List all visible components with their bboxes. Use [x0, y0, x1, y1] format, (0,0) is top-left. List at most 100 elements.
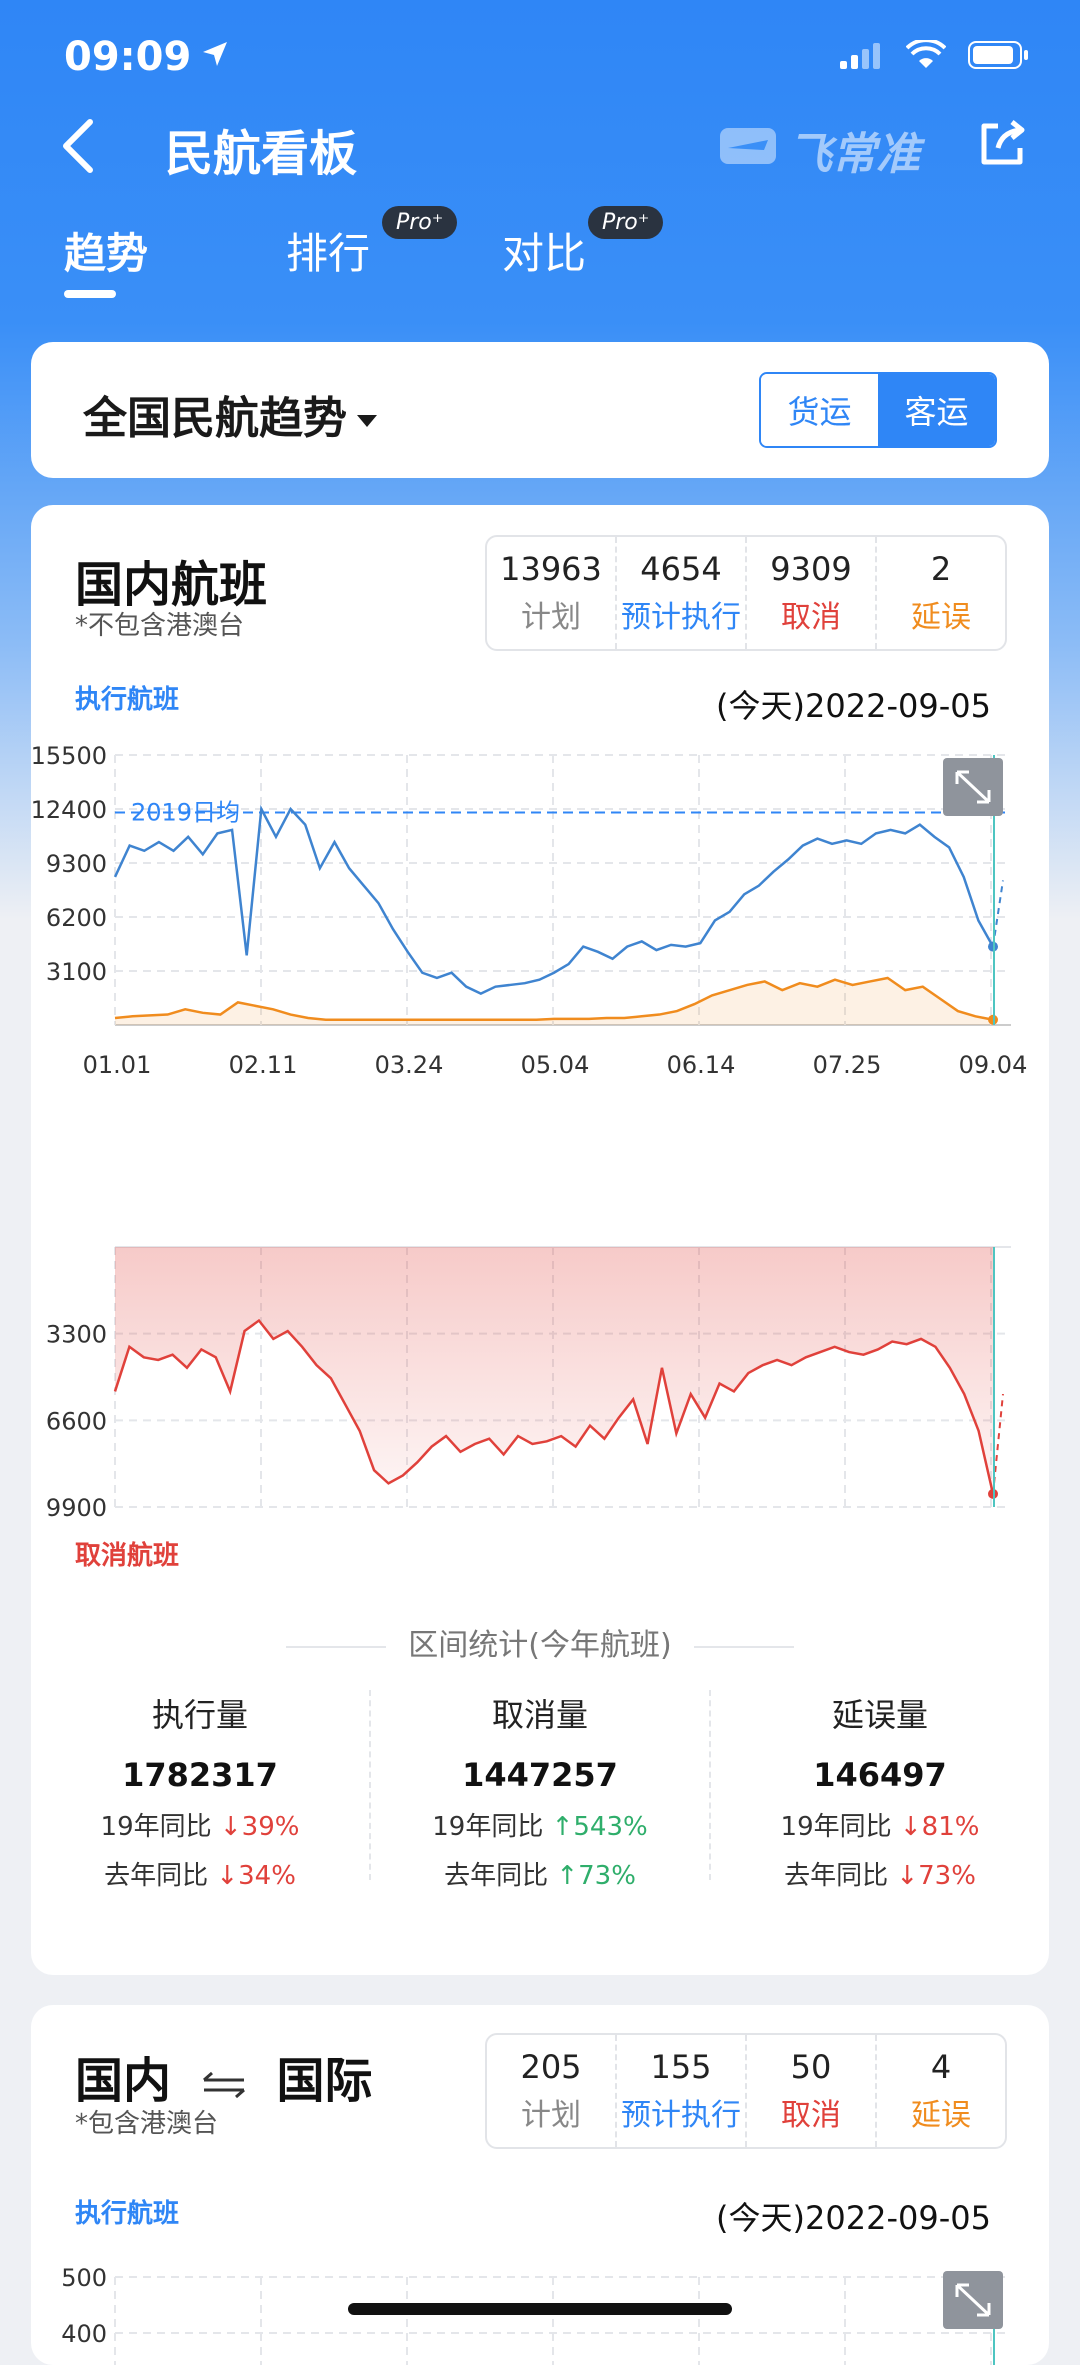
tab-trend[interactable]: 趋势	[64, 229, 149, 278]
status-time: 09:09	[64, 34, 192, 80]
cancel-chart-label: 取消航班	[75, 1541, 180, 1571]
intl-subtitle: *包含港澳台	[75, 2109, 219, 2139]
exec-chart-label: 执行航班	[75, 685, 180, 715]
ratio-label: 19年同比	[100, 1812, 212, 1842]
cancel-area	[115, 1247, 993, 1494]
swap-arrows-icon	[200, 2056, 248, 2112]
summary-head: 取消量	[491, 1696, 588, 1734]
page-title: 民航看板	[165, 126, 358, 182]
summary-head: 执行量	[151, 1696, 248, 1734]
stat-label: 取消	[781, 2098, 841, 2133]
exec-series-line	[113, 804, 995, 996]
expand-icon	[955, 2283, 991, 2317]
stat-label: 延误	[911, 600, 971, 635]
chart-date: (今天)2022-09-05	[716, 687, 991, 725]
ratio-label: 去年同比	[444, 1861, 549, 1891]
intl-title-right: 国际	[276, 2053, 373, 2109]
stat-number: 205	[520, 2048, 582, 2086]
intl-stats: 205 计划 155 预计执行 50 取消 4 延误	[485, 2033, 1007, 2149]
delay-area	[115, 977, 993, 1025]
stat-number: 13963	[500, 550, 602, 588]
back-arrow-icon[interactable]	[60, 118, 100, 178]
stat-delay: 2 延误	[877, 537, 1005, 649]
intl-exec-chart: 400 500	[61, 2264, 1011, 2365]
stat-label: 延误	[911, 2098, 971, 2133]
status-bar: 09:09	[64, 28, 1030, 88]
ratio-label: 19年同比	[780, 1812, 892, 1842]
tab-bar: 趋势 排行 Pro⁺ 对比 Pro⁺	[64, 206, 1080, 300]
x-tick-label: 07.25	[813, 1051, 882, 1079]
summary-ratio-19: 19年同比 ↓81%	[711, 1806, 1049, 1843]
summary-ratio-19: 19年同比 ↓39%	[31, 1806, 369, 1843]
ratio-label: 去年同比	[104, 1861, 209, 1891]
intl-title: 国内 国际	[75, 2041, 372, 2112]
x-tick-label: 06.14	[667, 1051, 736, 1079]
stat-delay: 4 延误	[877, 2035, 1005, 2147]
delay-series-line	[114, 976, 994, 1022]
stat-number: 155	[650, 2048, 712, 2086]
stat-label: 取消	[781, 600, 841, 635]
summary-ratio-19: 19年同比 ↑543%	[371, 1806, 709, 1843]
intl-chart-date: (今天)2022-09-05	[716, 2199, 991, 2237]
trend-selector-card: 全国民航趋势 货运 客运	[31, 342, 1049, 478]
y-tick-label: 6600	[46, 1407, 107, 1435]
y-tick-label: 400	[61, 2320, 107, 2348]
caret-down-icon	[357, 415, 377, 427]
y-tick-label: 3300	[46, 1321, 107, 1349]
tab-ranking[interactable]: 排行	[286, 229, 371, 278]
cargo-option[interactable]: 货运	[761, 374, 878, 446]
stat-label: 预计执行	[621, 600, 741, 635]
cargo-passenger-toggle: 货运 客运	[759, 372, 997, 448]
home-indicator	[348, 2303, 732, 2315]
ratio-label: 去年同比	[784, 1861, 889, 1891]
plane-logo-icon	[718, 120, 778, 181]
summary-ratio-ly: 去年同比 ↓73%	[711, 1855, 1049, 1892]
ratio-label: 19年同比	[432, 1812, 544, 1842]
y-tick-label: 9900	[46, 1494, 107, 1522]
ratio-value: ↓73%	[896, 1861, 976, 1891]
y-tick-label: 12400	[31, 796, 107, 824]
summary-cancel: 取消量 1447257 19年同比 ↑543% 去年同比 ↑73%	[371, 1690, 711, 1891]
x-tick-label: 02.11	[229, 1051, 298, 1079]
stat-label: 计划	[521, 600, 581, 635]
ratio-value: ↓34%	[216, 1861, 296, 1891]
domestic-card: 国内航班 *不包含港澳台 13963 计划 4654 预计执行 9309 取消 2 延误…	[31, 505, 1049, 1975]
summary-ratio-ly: 去年同比 ↑73%	[371, 1855, 709, 1892]
trend-dropdown[interactable]: 全国民航趋势	[83, 382, 377, 446]
cancel-series-line	[113, 1318, 995, 1495]
exec-chart: 3100 6200 9300 12400 15500 01.01 02.11 03.24 05.…	[31, 742, 1028, 1079]
intl-exec-chart-label: 执行航班	[75, 2199, 180, 2229]
pro-badge: Pro⁺	[382, 206, 458, 239]
stat-expected-exec: 4654 预计执行	[617, 537, 747, 649]
stat-cancel: 50 取消	[747, 2035, 877, 2147]
summary-value: 146497	[813, 1756, 947, 1794]
domestic-stats: 13963 计划 4654 预计执行 9309 取消 2 延误	[485, 535, 1007, 651]
stat-number: 2	[930, 550, 952, 588]
tab-compare[interactable]: 对比	[502, 229, 587, 278]
x-tick-label: 03.24	[375, 1051, 444, 1079]
navigation-bar: 民航看板 飞常准	[0, 100, 1080, 190]
passenger-option[interactable]: 客运	[878, 374, 995, 446]
domestic-title: 国内航班	[75, 557, 268, 613]
stat-plan: 13963 计划	[487, 537, 617, 649]
summary-value: 1782317	[122, 1756, 278, 1794]
summary-ratio-ly: 去年同比 ↓34%	[31, 1855, 369, 1892]
wifi-icon	[905, 38, 947, 74]
summary-value: 1447257	[462, 1756, 618, 1794]
stat-label: 计划	[521, 2098, 581, 2133]
stat-label: 预计执行	[621, 2098, 741, 2133]
y-tick-label: 3100	[46, 958, 107, 986]
stat-cancel: 9309 取消	[747, 537, 877, 649]
interval-stats-title: 区间统计(今年航班)	[31, 1620, 1049, 1664]
x-tick-label: 09.04	[959, 1051, 1028, 1079]
pro-badge: Pro⁺	[588, 206, 664, 239]
y-tick-label: 9300	[46, 850, 107, 878]
brand-name: 飞常准	[788, 129, 920, 180]
share-icon[interactable]	[976, 118, 1028, 174]
summary-head: 延误量	[831, 1696, 928, 1734]
ratio-value: ↑73%	[556, 1861, 636, 1891]
ratio-value: ↓81%	[899, 1812, 980, 1842]
y-tick-label: 6200	[46, 904, 107, 932]
stat-number: 4654	[640, 550, 722, 588]
ratio-value: ↓39%	[219, 1812, 300, 1842]
